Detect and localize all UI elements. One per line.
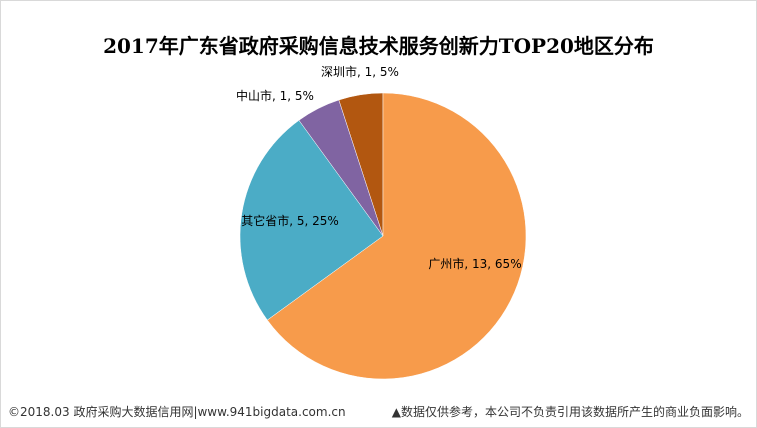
pie-slice-1 [266, 92, 527, 380]
pie-slice-3 [298, 99, 384, 237]
chart-title: 2017年广东省政府采购信息技术服务创新力TOP20地区分布 [103, 34, 654, 58]
data-label-1: 广州市, 13, 65% [428, 256, 521, 271]
pie-slice-2 [239, 119, 384, 321]
footer-disclaimer: ▲数据仅供参考，本公司不负责引用该数据所产生的商业负面影响。 [391, 405, 749, 419]
data-label-3: 中山市, 1, 5% [236, 88, 314, 103]
data-label-2: 其它省市, 5, 25% [241, 213, 339, 228]
footer-source: ©2018.03 政府采购大数据信用网|www.941bigdata.com.c… [8, 405, 346, 419]
data-label-0: 深圳市, 1, 5% [321, 64, 399, 79]
